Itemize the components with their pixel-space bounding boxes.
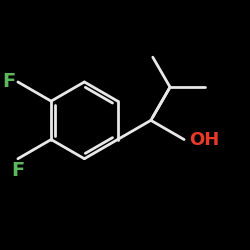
Text: F: F [2,72,16,92]
Text: F: F [11,161,24,180]
Text: OH: OH [189,130,219,148]
